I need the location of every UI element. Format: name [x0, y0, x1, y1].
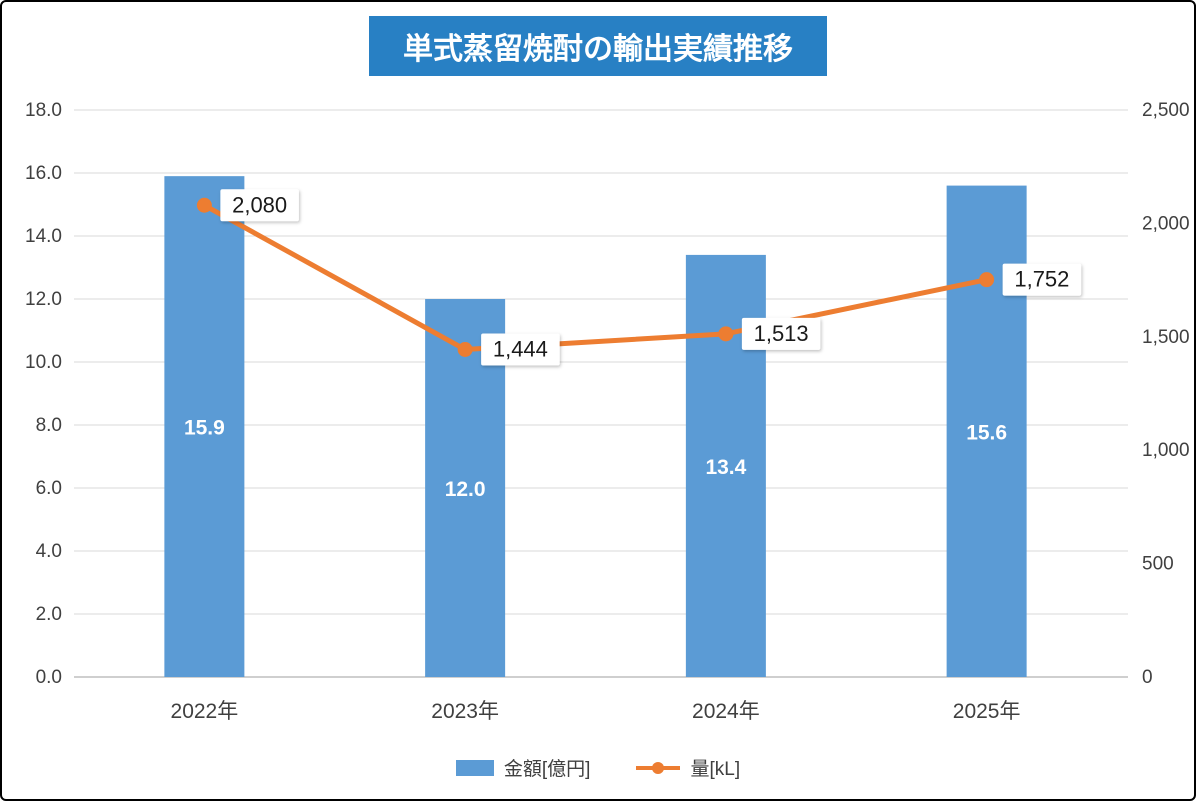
left-axis-tick-label: 14.0 — [25, 226, 62, 247]
line-value-label: 1,752 — [1014, 267, 1069, 292]
right-axis-tick-label: 1,500 — [1142, 327, 1190, 348]
line-value-label: 1,513 — [754, 321, 809, 346]
line-point-marker — [196, 197, 212, 213]
bar-value-label: 15.9 — [184, 417, 225, 440]
bar-value-label: 13.4 — [705, 456, 746, 479]
line-value-label-box — [1002, 263, 1082, 296]
line-value-label-box — [220, 189, 299, 222]
bar — [164, 176, 245, 677]
line-value-label-box — [481, 333, 560, 366]
left-axis-tick-label: 6.0 — [36, 478, 62, 499]
x-axis-label: 2024年 — [692, 700, 760, 723]
legend-item-amount: 金額[億円] — [455, 754, 591, 781]
line-swatch-dot — [652, 761, 665, 774]
right-axis-tick-label: 2,000 — [1142, 213, 1190, 234]
line-value-label: 2,080 — [232, 192, 287, 217]
legend: 金額[億円] 量[kL] — [2, 754, 1194, 781]
bar-value-label: 12.0 — [445, 478, 486, 501]
right-axis-tick-label: 500 — [1142, 554, 1174, 575]
left-axis-tick-label: 16.0 — [25, 163, 62, 184]
x-axis-label: 2025年 — [953, 700, 1021, 723]
left-axis-tick-label: 4.0 — [36, 541, 62, 562]
legend-label-volume: 量[kL] — [690, 759, 741, 780]
left-axis-tick-label: 0.0 — [36, 667, 62, 688]
line-value-label: 1,444 — [493, 337, 548, 362]
left-axis-tick-label: 12.0 — [25, 289, 62, 310]
x-axis-label: 2022年 — [171, 700, 239, 723]
line-point-marker — [979, 272, 995, 288]
legend-label-amount: 金額[億円] — [503, 759, 591, 780]
x-axis-label: 2023年 — [431, 700, 499, 723]
left-axis-tick-label: 2.0 — [36, 604, 62, 625]
left-axis-tick-label: 10.0 — [25, 352, 62, 373]
line-path — [201, 202, 990, 353]
left-axis-tick-label: 18.0 — [25, 100, 62, 121]
right-axis-tick-label: 2,500 — [1142, 100, 1190, 121]
legend-item-volume: 量[kL] — [636, 754, 740, 781]
right-axis-tick-label: 0 — [1142, 667, 1153, 688]
line-swatch-icon — [636, 761, 681, 774]
line-value-label-box — [741, 317, 821, 350]
line-point-marker — [457, 342, 473, 358]
bar-value-label: 15.6 — [966, 421, 1007, 444]
left-axis-tick-label: 8.0 — [36, 415, 62, 436]
line-point-marker — [718, 326, 734, 342]
bar-swatch-icon — [455, 759, 494, 776]
right-axis-tick-label: 1,000 — [1142, 440, 1190, 461]
chart-title: 単式蒸留焼酎の輸出実績推移 — [369, 16, 827, 76]
